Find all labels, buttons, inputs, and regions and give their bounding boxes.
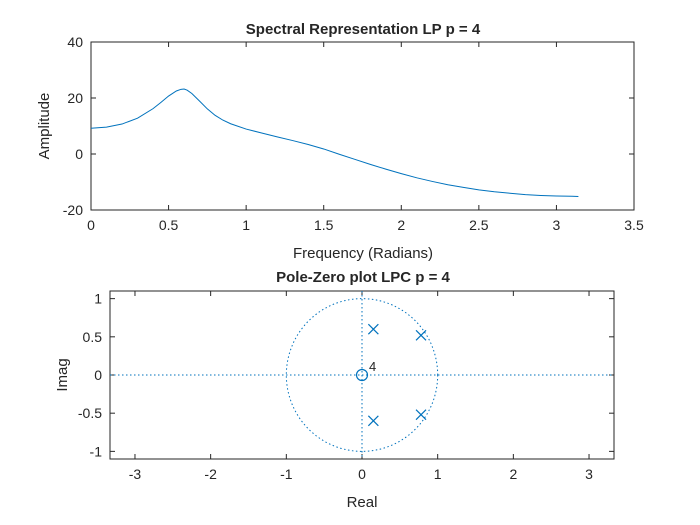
spectrum-x-tick-label: 0 [87, 217, 95, 233]
spectrum-x-tick-label: 2 [397, 217, 405, 233]
polezero-x-tick-label: -3 [129, 466, 142, 482]
pole-marker [367, 415, 379, 427]
pole-stroke [367, 323, 379, 335]
spectrum-ylabel: Amplitude [36, 93, 53, 160]
pole-marker [367, 323, 379, 335]
polezero-x-tick-label: 1 [434, 466, 442, 482]
spectrum-series-group [90, 88, 579, 198]
spectrum-y-tick-label: 20 [67, 90, 83, 106]
spectrum-line [90, 88, 579, 198]
unit-circle [285, 298, 439, 452]
polezero-y-tick-label: -1 [90, 443, 103, 459]
pole-stroke [415, 329, 427, 341]
polezero-y-axis: -1 -0.5 0 0.5 1 [78, 291, 614, 459]
spectrum-x-tick-label: 1.5 [314, 217, 334, 233]
spectrum-title: Spectral Representation LP p = 4 [246, 21, 481, 38]
pole-stroke [367, 415, 379, 427]
polezero-y-tick-label: 0 [94, 367, 102, 383]
spectrum-x-axis: 0 0.5 1 1.5 2 2.5 3 3.5 [87, 42, 644, 233]
spectrum-y-tick-label: -20 [63, 202, 83, 218]
spectrum-xlabel: Frequency (Radians) [293, 245, 433, 262]
polezero-title: Pole-Zero plot LPC p = 4 [276, 269, 450, 286]
polezero-y-tick-label: -0.5 [78, 405, 102, 421]
spectrum-chart: Spectral Representation LP p = 4 0 0.5 1 1.… [36, 21, 644, 262]
polezero-marks-group: 4 [110, 291, 614, 459]
pole-marker [415, 409, 427, 421]
spectrum-y-axis: -20 0 20 40 [63, 34, 634, 218]
polezero-y-tick-label: 1 [94, 291, 102, 307]
zero-multiplicity-label: 4 [369, 359, 376, 374]
polezero-x-tick-label: 0 [358, 466, 366, 482]
spectrum-x-tick-label: 3.5 [624, 217, 644, 233]
spectrum-plot-area [90, 41, 635, 211]
polezero-x-tick-label: -2 [204, 466, 217, 482]
spectrum-x-tick-label: 1 [242, 217, 250, 233]
pole-marker [415, 329, 427, 341]
polezero-x-tick-label: 2 [509, 466, 517, 482]
spectrum-x-tick-label: 0.5 [159, 217, 179, 233]
polezero-y-tick-label: 0.5 [83, 329, 103, 345]
spectrum-y-tick-label: 0 [75, 146, 83, 162]
polezero-x-tick-label: -1 [280, 466, 293, 482]
spectrum-x-tick-label: 2.5 [469, 217, 489, 233]
zero-marker [355, 368, 369, 382]
polezero-x-axis: -3 -2 -1 0 1 2 3 [129, 291, 593, 482]
pole-stroke [415, 409, 427, 421]
spectrum-y-tick-label: 40 [67, 34, 83, 50]
polezero-chart: Pole-Zero plot LPC p = 4 -3 -2 -1 0 1 2 3 -1 -0… [54, 269, 615, 511]
polezero-x-tick-label: 3 [585, 466, 593, 482]
spectrum-x-tick-label: 3 [553, 217, 561, 233]
polezero-ylabel: Imag [54, 358, 71, 391]
polezero-xlabel: Real [347, 494, 378, 511]
